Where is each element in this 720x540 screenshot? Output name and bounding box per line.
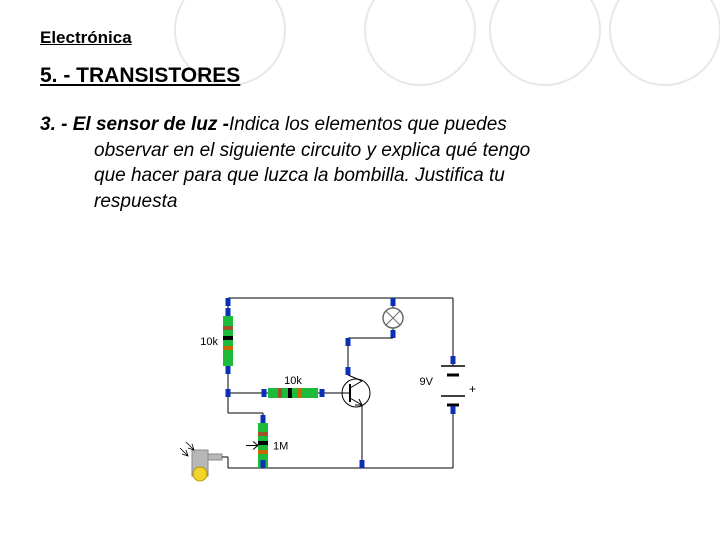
svg-text:1M: 1M — [273, 441, 288, 453]
question-line2: observar en el siguiente circuito y expl… — [40, 138, 600, 164]
question-line3: que hacer para que luzca la bombilla. Ju… — [40, 163, 600, 189]
question-text: 3. - El sensor de luz -Indica los elemen… — [40, 112, 600, 215]
circuit-diagram: 10k 10k 1M +9V — [158, 288, 498, 508]
page-header: Electrónica — [40, 28, 680, 48]
svg-text:10k: 10k — [284, 375, 302, 387]
svg-text:10k: 10k — [200, 336, 218, 348]
svg-text:9V: 9V — [420, 376, 434, 388]
question-lead: 3. - El sensor de luz - — [40, 114, 229, 135]
section-title: 5. - TRANSISTORES — [40, 64, 680, 88]
question-line1: Indica los elementos que puedes — [229, 114, 507, 135]
question-line4: respuesta — [40, 189, 600, 215]
svg-text:+: + — [469, 382, 476, 396]
